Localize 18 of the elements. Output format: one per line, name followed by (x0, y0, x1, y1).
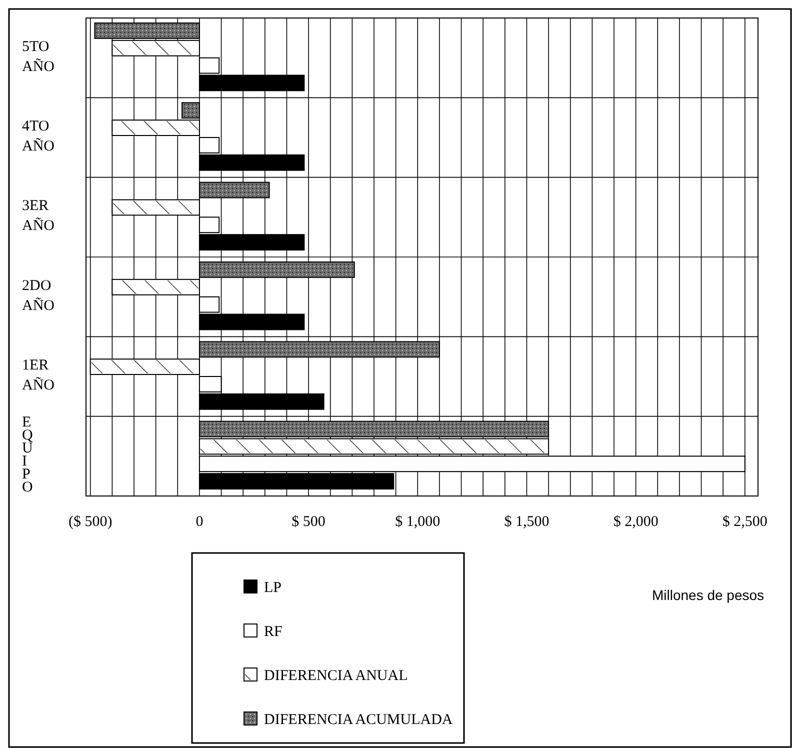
x-axis-title: Millones de pesos (652, 587, 764, 603)
x-tick-label: $ 1,000 (395, 514, 440, 530)
x-tick-label: $ 500 (292, 514, 326, 530)
legend-label: DIFERENCIA ACUMULADA (264, 712, 453, 728)
y-tick-label: EQUIPO (22, 415, 33, 496)
x-tick-label: ($ 500) (68, 514, 112, 530)
y-tick-label: 3ER AÑO (22, 198, 55, 235)
y-tick-label: 2DO AÑO (22, 278, 55, 314)
x-tick-label: $ 2,500 (722, 514, 768, 530)
legend-label: LP (264, 580, 282, 596)
legend-label: DIFERENCIA ANUAL (264, 668, 408, 684)
y-tick-label: 4TO AÑO (22, 118, 55, 155)
y-tick-label: 5TO AÑO (22, 39, 55, 76)
legend-label: RF (264, 624, 282, 640)
x-tick-label: 0 (196, 514, 204, 530)
x-tick-label: $ 2,000 (613, 514, 658, 530)
y-tick-label: 1ER AÑO (22, 358, 55, 394)
x-tick-label: $ 1,500 (504, 514, 550, 530)
